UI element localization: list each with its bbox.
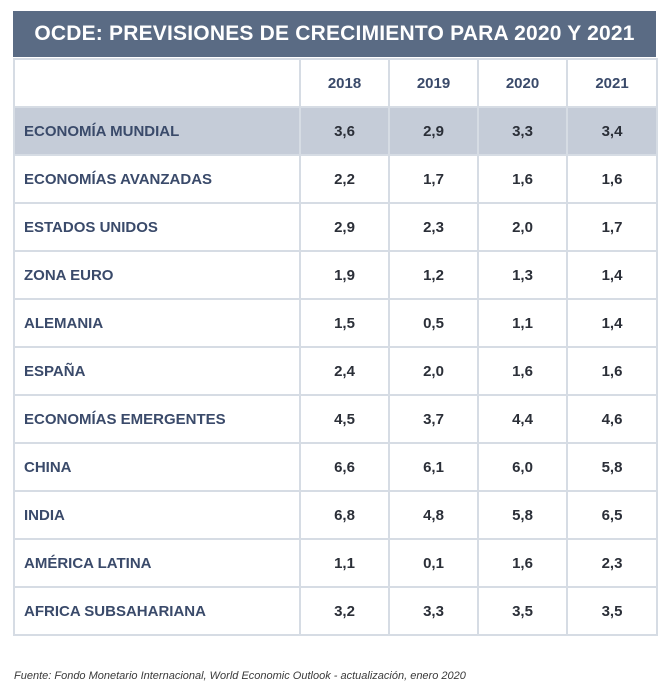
value-cell: 0,5: [388, 298, 479, 348]
table-row: AMÉRICA LATINA 1,1 0,1 1,6 2,3: [13, 538, 658, 588]
value-cell: 1,3: [477, 250, 568, 300]
table-row: INDIA 6,8 4,8 5,8 6,5: [13, 490, 658, 540]
column-header-2020: 2020: [477, 58, 568, 108]
value-cell: 3,3: [477, 106, 568, 156]
value-cell: 0,1: [388, 538, 479, 588]
row-label: AFRICA SUBSAHARIANA: [13, 586, 301, 636]
row-label: ECONOMÍAS EMERGENTES: [13, 394, 301, 444]
value-cell: 2,9: [299, 202, 390, 252]
value-cell: 2,4: [299, 346, 390, 396]
column-header-2019: 2019: [388, 58, 479, 108]
value-cell: 6,1: [388, 442, 479, 492]
table-row: ESTADOS UNIDOS 2,9 2,3 2,0 1,7: [13, 202, 658, 252]
value-cell: 1,4: [566, 250, 658, 300]
value-cell: 4,4: [477, 394, 568, 444]
value-cell: 3,7: [388, 394, 479, 444]
header-row: 2018 2019 2020 2021: [13, 58, 658, 108]
value-cell: 2,3: [566, 538, 658, 588]
source-note: Fuente: Fondo Monetario Internacional, W…: [14, 670, 466, 682]
value-cell: 3,3: [388, 586, 479, 636]
row-label: ECONOMÍAS AVANZADAS: [13, 154, 301, 204]
value-cell: 5,8: [566, 442, 658, 492]
value-cell: 4,6: [566, 394, 658, 444]
table-row: AFRICA SUBSAHARIANA 3,2 3,3 3,5 3,5: [13, 586, 658, 636]
value-cell: 1,7: [566, 202, 658, 252]
row-label: CHINA: [13, 442, 301, 492]
value-cell: 6,0: [477, 442, 568, 492]
value-cell: 1,4: [566, 298, 658, 348]
value-cell: 6,6: [299, 442, 390, 492]
value-cell: 6,5: [566, 490, 658, 540]
table-row: ESPAÑA 2,4 2,0 1,6 1,6: [13, 346, 658, 396]
row-label: ESTADOS UNIDOS: [13, 202, 301, 252]
value-cell: 2,3: [388, 202, 479, 252]
value-cell: 4,5: [299, 394, 390, 444]
table-row: ALEMANIA 1,5 0,5 1,1 1,4: [13, 298, 658, 348]
row-label: ECONOMÍA MUNDIAL: [13, 106, 301, 156]
value-cell: 2,2: [299, 154, 390, 204]
value-cell: 1,1: [299, 538, 390, 588]
value-cell: 2,0: [477, 202, 568, 252]
value-cell: 3,5: [566, 586, 658, 636]
table-row: ECONOMÍAS AVANZADAS 2,2 1,7 1,6 1,6: [13, 154, 658, 204]
row-label: ZONA EURO: [13, 250, 301, 300]
value-cell: 3,5: [477, 586, 568, 636]
value-cell: 1,6: [477, 154, 568, 204]
table-row: CHINA 6,6 6,1 6,0 5,8: [13, 442, 658, 492]
row-label: ALEMANIA: [13, 298, 301, 348]
table-body: ECONOMÍA MUNDIAL 3,6 2,9 3,3 3,4 ECONOMÍAS AV…: [13, 106, 658, 636]
value-cell: 1,6: [566, 154, 658, 204]
table-row: ECONOMÍA MUNDIAL 3,6 2,9 3,3 3,4: [13, 106, 658, 156]
value-cell: 3,6: [299, 106, 390, 156]
value-cell: 1,9: [299, 250, 390, 300]
row-label: AMÉRICA LATINA: [13, 538, 301, 588]
column-header-empty: [13, 58, 301, 108]
value-cell: 3,2: [299, 586, 390, 636]
value-cell: 4,8: [388, 490, 479, 540]
value-cell: 1,6: [566, 346, 658, 396]
table-row: ECONOMÍAS EMERGENTES 4,5 3,7 4,4 4,6: [13, 394, 658, 444]
value-cell: 1,2: [388, 250, 479, 300]
table-row: ZONA EURO 1,9 1,2 1,3 1,4: [13, 250, 658, 300]
column-header-2018: 2018: [299, 58, 390, 108]
value-cell: 1,6: [477, 538, 568, 588]
value-cell: 1,7: [388, 154, 479, 204]
value-cell: 3,4: [566, 106, 658, 156]
value-cell: 2,9: [388, 106, 479, 156]
table-title: OCDE: PREVISIONES DE CRECIMIENTO PARA 20…: [13, 11, 656, 57]
column-header-2021: 2021: [566, 58, 658, 108]
row-label: INDIA: [13, 490, 301, 540]
row-label: ESPAÑA: [13, 346, 301, 396]
value-cell: 1,5: [299, 298, 390, 348]
value-cell: 1,1: [477, 298, 568, 348]
value-cell: 5,8: [477, 490, 568, 540]
value-cell: 1,6: [477, 346, 568, 396]
value-cell: 2,0: [388, 346, 479, 396]
value-cell: 6,8: [299, 490, 390, 540]
growth-forecast-table: 2018 2019 2020 2021 ECONOMÍA MUNDIAL 3,6 2…: [13, 58, 658, 636]
